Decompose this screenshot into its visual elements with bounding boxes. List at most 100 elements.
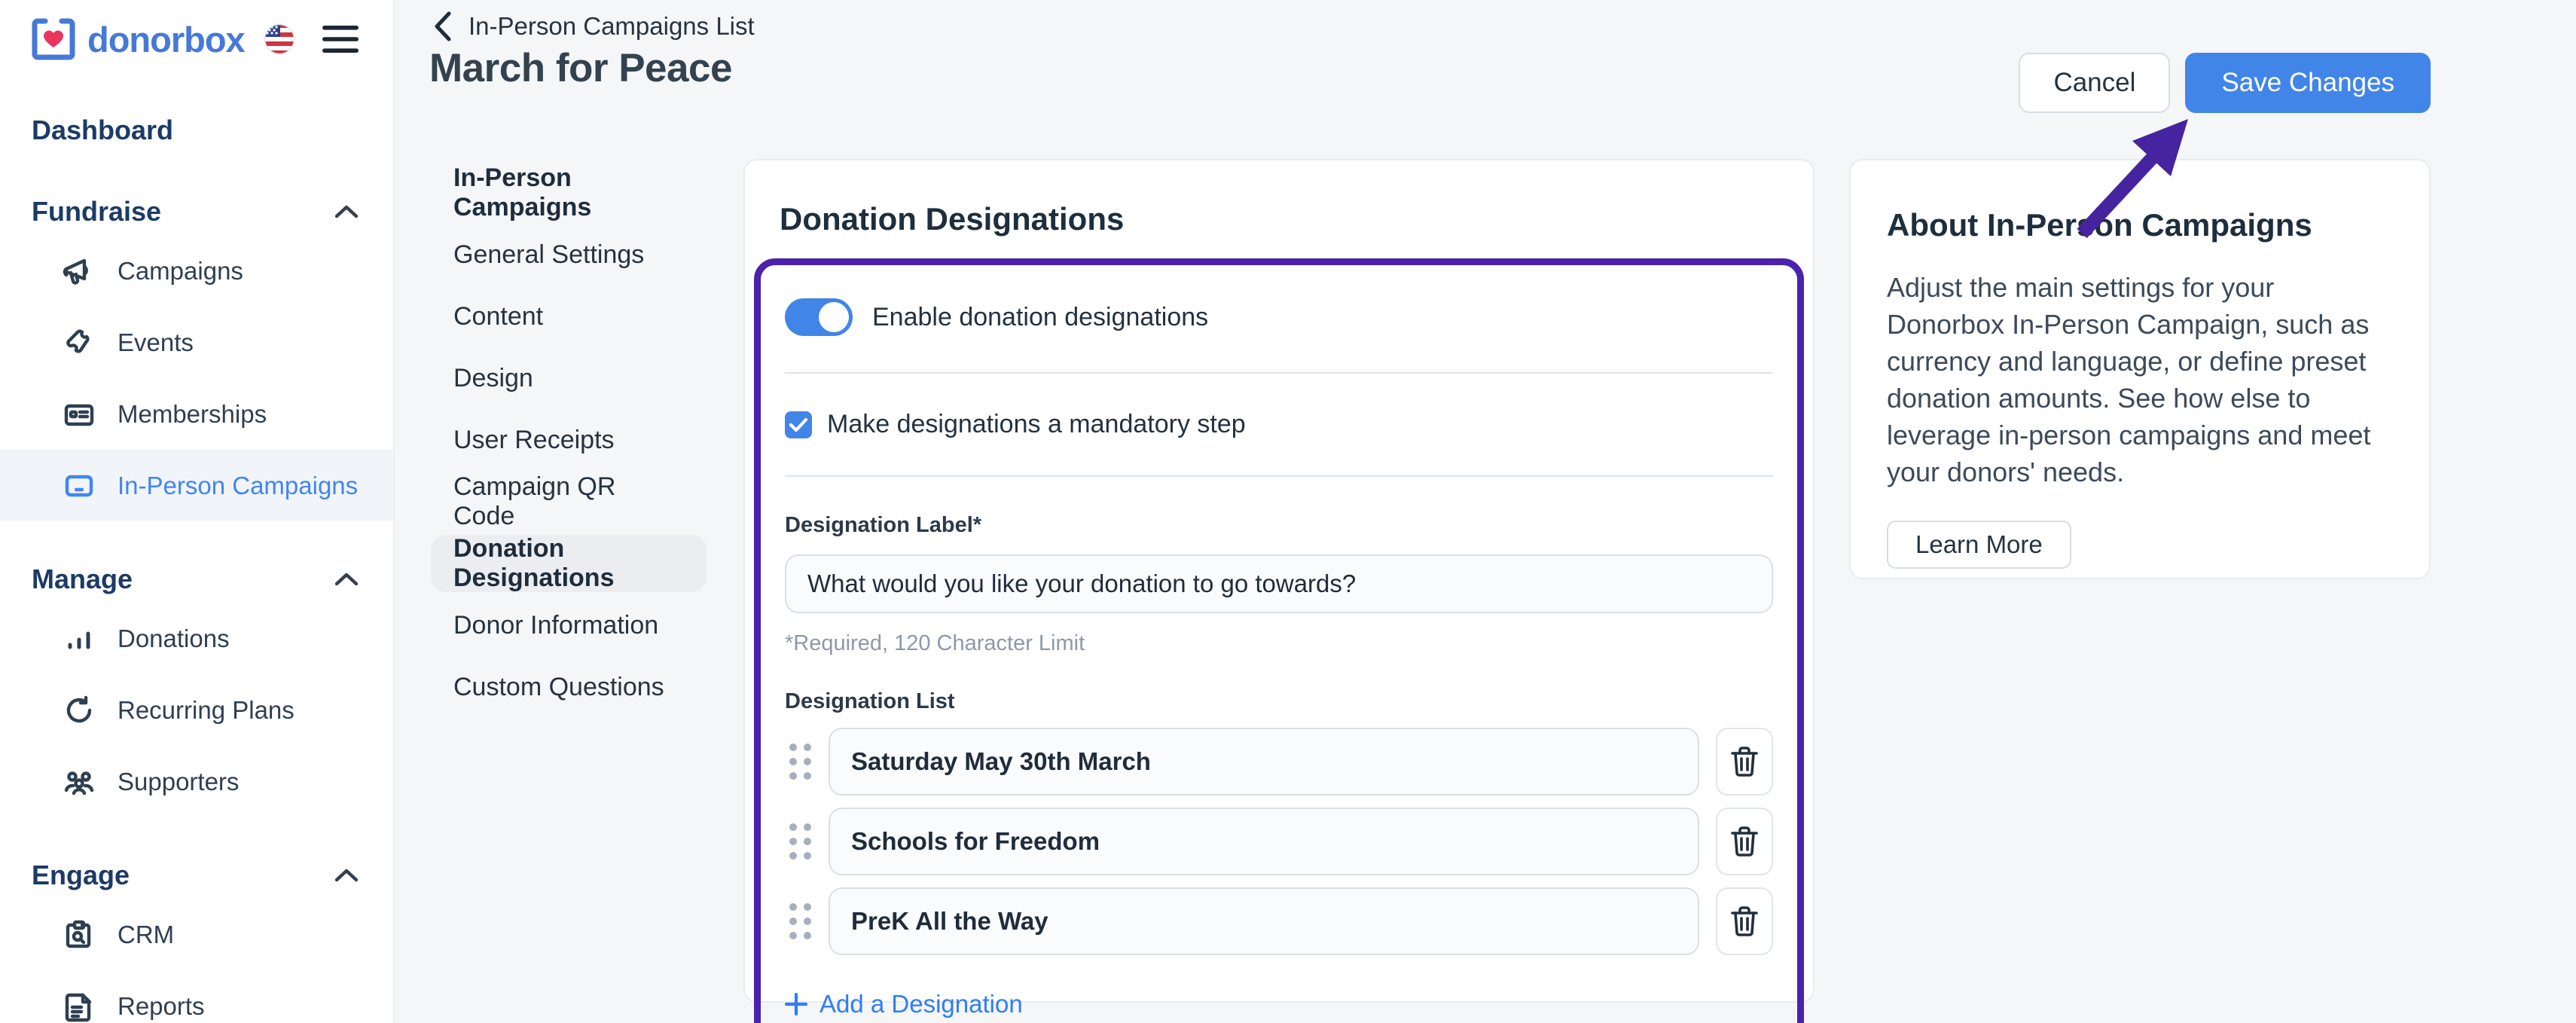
- highlighted-form-region: Enable donation designations Make design…: [754, 258, 1804, 1023]
- sidebar: donorbox: [0, 0, 395, 1023]
- mandatory-step-checkbox[interactable]: [785, 411, 812, 438]
- cancel-button[interactable]: Cancel: [2019, 53, 2171, 113]
- sidebar-item-recurring-plans[interactable]: Recurring Plans: [0, 674, 393, 746]
- sidebar-item-label: Events: [118, 328, 194, 356]
- check-icon: [789, 417, 807, 432]
- sidebar-item-label: CRM: [118, 920, 175, 948]
- settings-nav-custom-questions[interactable]: Custom Questions: [453, 672, 664, 701]
- sidebar-item-label: In-Person Campaigns: [118, 471, 359, 499]
- sidebar-item-in-person-campaigns[interactable]: In-Person Campaigns: [0, 450, 393, 521]
- trash-icon: [1731, 826, 1758, 857]
- supporters-icon: [64, 771, 94, 795]
- sidebar-item-label: Recurring Plans: [118, 695, 295, 724]
- toggle-knob: [819, 302, 849, 332]
- settings-nav-design[interactable]: Design: [453, 363, 533, 392]
- ticket-icon: [66, 329, 90, 353]
- drag-handle-icon[interactable]: [789, 744, 815, 780]
- settings-nav-content[interactable]: Content: [453, 301, 544, 331]
- sidebar-section-label: Manage: [32, 563, 133, 594]
- drag-handle-icon[interactable]: [789, 823, 815, 860]
- chevron-up-icon: [334, 573, 359, 586]
- designation-label-field-label: Designation Label*: [785, 513, 982, 537]
- settings-nav-donation-designations[interactable]: Donation Designations: [431, 534, 707, 592]
- designation-row: [785, 728, 1773, 795]
- settings-nav-campaign-qr-code[interactable]: Campaign QR Code: [453, 472, 616, 530]
- megaphone-icon: [63, 258, 88, 285]
- breadcrumb[interactable]: In-Person Campaigns List: [432, 11, 755, 42]
- panel-title: Donation Designations: [780, 201, 1125, 237]
- designation-row: [785, 887, 1773, 955]
- sidebar-item-dashboard[interactable]: Dashboard: [0, 107, 393, 154]
- sidebar-item-campaigns[interactable]: Campaigns: [0, 235, 393, 307]
- sidebar-item-events[interactable]: Events: [0, 307, 393, 378]
- enable-designations-row: Enable donation designations: [785, 288, 1773, 336]
- learn-more-button[interactable]: Learn More: [1887, 521, 2071, 569]
- sidebar-dashboard-label: Dashboard: [32, 115, 174, 145]
- sidebar-item-label: Campaigns: [118, 256, 243, 285]
- content-area: In-Person Campaigns List March for Peace…: [395, 0, 2576, 1023]
- save-changes-button[interactable]: Save Changes: [2185, 53, 2431, 113]
- donorbox-logo[interactable]: donorbox: [30, 16, 246, 63]
- designation-label-helper: *Required, 120 Character Limit: [785, 631, 1085, 655]
- delete-designation-button[interactable]: [1716, 887, 1773, 955]
- donation-designations-panel: Donation Designations Enable donation de…: [743, 159, 1814, 1023]
- recurring-icon: [66, 695, 92, 722]
- sidebar-section-engage[interactable]: Engage: [0, 852, 393, 899]
- sidebar-item-label: Memberships: [118, 399, 267, 428]
- trash-icon: [1731, 747, 1758, 777]
- sidebar-item-crm[interactable]: CRM: [0, 899, 393, 970]
- designation-input[interactable]: [829, 887, 1699, 955]
- chevron-up-icon: [334, 869, 359, 882]
- sidebar-logo-row: donorbox: [0, 0, 393, 78]
- about-panel-title: About In-Person Campaigns: [1887, 207, 2312, 243]
- designation-input[interactable]: [829, 808, 1699, 875]
- back-chevron-icon: [435, 11, 451, 41]
- sidebar-section-fundraise[interactable]: Fundraise: [0, 188, 393, 235]
- settings-nav-user-receipts[interactable]: User Receipts: [453, 425, 615, 454]
- drag-handle-icon[interactable]: [789, 903, 815, 939]
- add-designation-label: Add a Designation: [819, 990, 1023, 1018]
- delete-designation-button[interactable]: [1716, 728, 1773, 795]
- designation-list-label: Designation List: [785, 689, 955, 713]
- sidebar-item-donations[interactable]: Donations: [0, 603, 393, 674]
- sidebar-nav: Dashboard Fundraise Campaigns Events Mem…: [0, 78, 393, 1023]
- header-actions: Cancel Save Changes: [2019, 53, 2431, 113]
- chevron-up-icon: [334, 205, 359, 218]
- designation-label-input[interactable]: [785, 554, 1773, 613]
- about-panel: About In-Person Campaigns Adjust the mai…: [1849, 159, 2431, 579]
- brand-name: donorbox: [87, 19, 246, 60]
- report-document-icon: [65, 993, 92, 1021]
- page-title: March for Peace: [429, 46, 732, 90]
- sidebar-section-label: Fundraise: [32, 196, 162, 227]
- sidebar-item-reports[interactable]: Reports: [0, 970, 393, 1023]
- toggle-label: Enable donation designations: [872, 302, 1209, 331]
- plus-icon: [785, 993, 807, 1015]
- breadcrumb-label: In-Person Campaigns List: [469, 12, 755, 40]
- in-person-campaigns-icon: [65, 475, 93, 496]
- delete-designation-button[interactable]: [1716, 808, 1773, 875]
- sidebar-item-supporters[interactable]: Supporters: [0, 746, 393, 817]
- trash-icon: [1731, 906, 1758, 936]
- sidebar-item-label: Donations: [118, 624, 230, 652]
- settings-nav-donor-information[interactable]: Donor Information: [453, 610, 659, 640]
- donorbox-logo-icon: [32, 18, 75, 60]
- checkbox-label: Make designations a mandatory step: [827, 410, 1246, 438]
- enable-designations-toggle[interactable]: [785, 298, 853, 336]
- language-flag-icon[interactable]: [264, 23, 295, 55]
- about-panel-body: Adjust the main settings for your Donorb…: [1887, 272, 2371, 487]
- mandatory-step-row: Make designations a mandatory step: [785, 410, 1773, 439]
- designation-input[interactable]: [829, 728, 1699, 795]
- settings-nav-general-settings[interactable]: General Settings: [453, 240, 645, 269]
- bar-chart-icon: [68, 631, 90, 649]
- hamburger-menu-icon[interactable]: [322, 25, 359, 53]
- divider: [785, 475, 1773, 477]
- sidebar-item-memberships[interactable]: Memberships: [0, 378, 393, 450]
- add-designation-link[interactable]: Add a Designation: [785, 990, 1023, 1018]
- sidebar-section-manage[interactable]: Manage: [0, 556, 393, 603]
- sidebar-item-label: Supporters: [118, 767, 240, 795]
- sidebar-section-label: Engage: [32, 860, 130, 890]
- membership-card-icon: [64, 404, 94, 426]
- designation-row: [785, 808, 1773, 875]
- settings-nav-header[interactable]: In-Person Campaigns: [453, 163, 592, 221]
